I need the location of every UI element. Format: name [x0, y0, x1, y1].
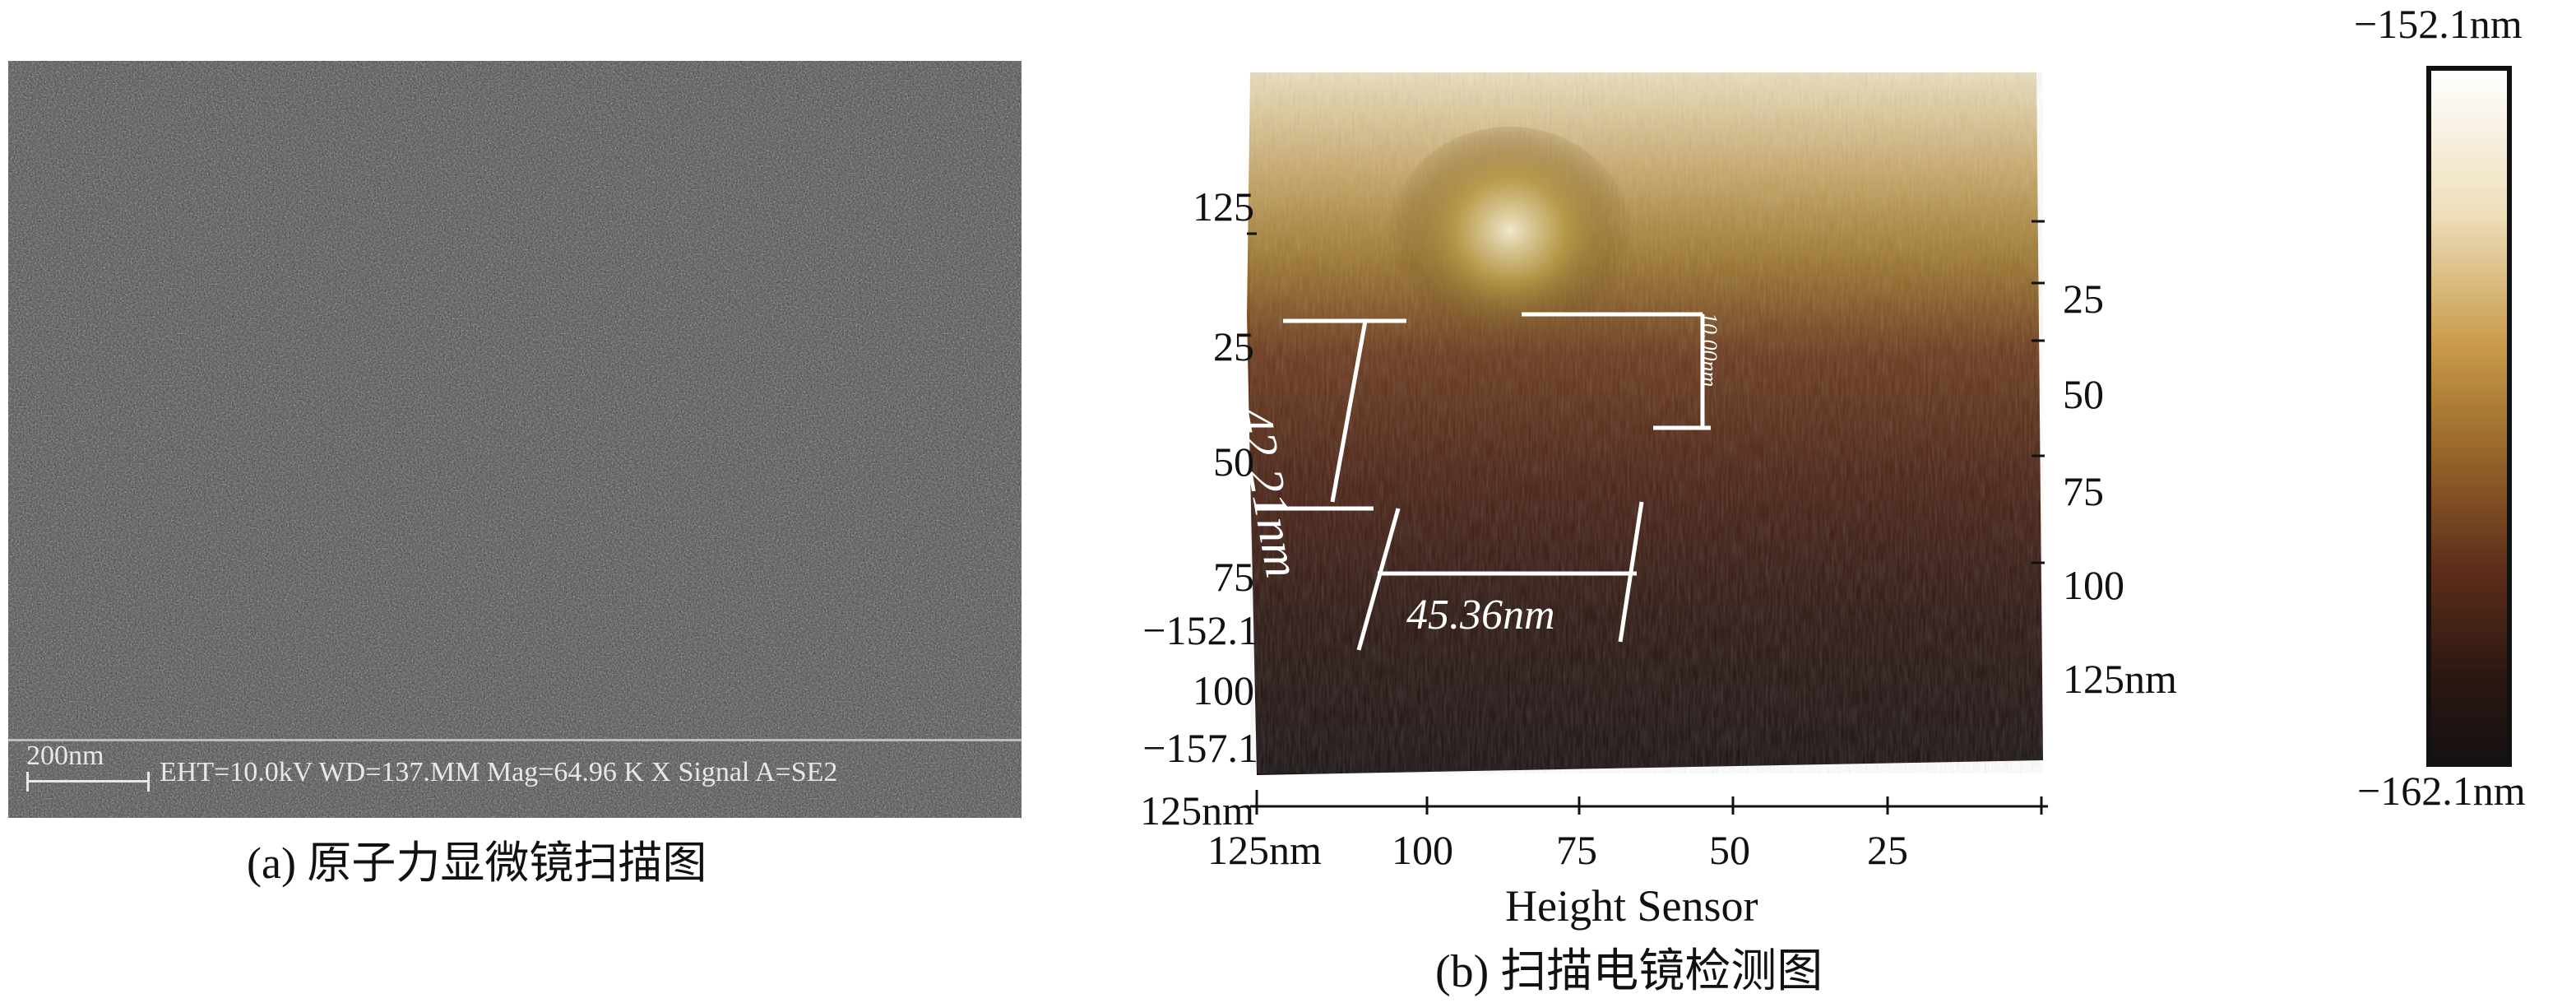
afm-3d-surface — [1244, 69, 2045, 785]
axis-title: Height Sensor — [1505, 881, 1758, 931]
sem-image — [8, 61, 1022, 818]
bottom-tick-125nm: 125nm — [1207, 827, 1322, 873]
afm-streaks — [1250, 72, 2043, 773]
left-tick-100: 100 — [1193, 667, 1254, 713]
sem-info-bar: 200nm EHT=10.0kV WD=137.MM Mag=64.96 K X… — [8, 739, 1022, 818]
right-tick-50: 50 — [2063, 371, 2104, 417]
left-tick-25: 25 — [1213, 323, 1254, 369]
left-tick-75: 75 — [1213, 554, 1254, 600]
left-tick-157: −157.1 — [1142, 725, 1258, 771]
measure-width-label: 45.36nm — [1406, 592, 1555, 638]
measure-height-label: 10.00nm — [1698, 313, 1721, 388]
bottom-axis — [1250, 790, 2048, 815]
left-tick-125nm: 125nm — [1140, 787, 1254, 834]
bottom-tick-50: 50 — [1709, 827, 1750, 873]
afm-peak — [1387, 127, 1633, 357]
colorbar — [2426, 66, 2512, 767]
colorbar-max-label: −152.1nm — [2354, 1, 2523, 47]
right-tick-25: 25 — [2063, 276, 2104, 322]
bottom-tick-25: 25 — [1867, 827, 1908, 873]
left-tick-50: 50 — [1213, 439, 1254, 485]
right-tick-75: 75 — [2063, 468, 2104, 514]
scale-bar-end-left — [26, 772, 29, 792]
caption-a: (a) 原子力显微镜扫描图 — [247, 838, 707, 888]
measurement-lines — [1255, 312, 1711, 651]
sem-texture — [8, 61, 1022, 818]
colorbar-min-label: −162.1nm — [2357, 768, 2526, 814]
bottom-tick-75: 75 — [1556, 827, 1597, 873]
caption-b: (b) 扫描电镜检测图 — [1435, 946, 1823, 997]
left-tick-125: 125 — [1193, 183, 1254, 230]
scale-bar-end-right — [147, 772, 150, 792]
scale-bar — [26, 780, 150, 782]
bottom-tick-100: 100 — [1392, 827, 1453, 873]
scale-bar-label: 200nm — [26, 741, 104, 771]
right-tick-100: 100 — [2063, 562, 2124, 608]
info-bar-divider — [8, 739, 1022, 741]
left-tick-152: −152.1 — [1142, 607, 1258, 653]
afm-surface-render — [1244, 72, 2045, 775]
right-tick-125nm: 125nm — [2063, 656, 2177, 702]
sem-info-text: EHT=10.0kV WD=137.MM Mag=64.96 K X Signa… — [160, 757, 838, 787]
